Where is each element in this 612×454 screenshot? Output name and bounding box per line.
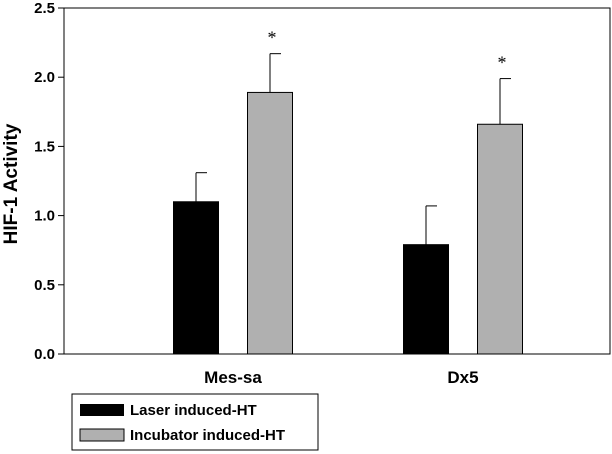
y-tick-label: 1.5 (34, 138, 55, 155)
legend-swatch-laser (80, 404, 124, 416)
legend-label-laser: Laser induced-HT (130, 402, 257, 419)
legend-swatch-incubator (79, 428, 125, 442)
x-axis: Mes-sa Dx5 (204, 368, 478, 387)
significance-marker: * (268, 28, 277, 48)
bar-incubator-dx5 (477, 123, 523, 355)
y-axis: 0.0 0.5 1.0 1.5 2.0 2.5 (34, 0, 64, 363)
x-category-label: Dx5 (447, 368, 478, 387)
y-axis-label: HIF-1 Activity (1, 123, 22, 244)
legend: Laser induced-HT Incubator induced-HT (71, 393, 319, 451)
x-category-label: Mes-sa (204, 368, 262, 387)
legend-label-incubator: Incubator induced-HT (130, 427, 285, 444)
y-tick-label: 2.0 (34, 69, 55, 86)
significance-marker: * (498, 53, 507, 73)
plot-area: ** (63, 7, 611, 355)
bar-laser-dx5 (403, 244, 449, 355)
y-tick-label: 2.5 (34, 0, 55, 17)
bar-incubator-mes-sa (247, 91, 293, 355)
bar-laser-mes-sa (173, 201, 219, 355)
y-tick-label: 0.0 (34, 346, 55, 363)
y-tick-label: 1.0 (34, 208, 55, 225)
plot-frame (63, 7, 611, 355)
y-tick-label: 0.5 (34, 277, 55, 294)
